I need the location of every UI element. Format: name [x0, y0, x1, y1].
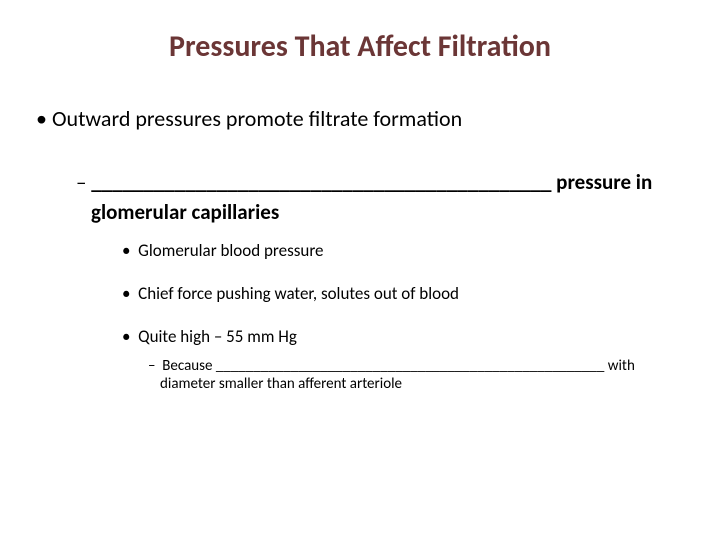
dash-icon: –: [148, 357, 162, 375]
bullet3c-text: Quite high – 55 mm Hg: [138, 326, 297, 347]
bullet3b-text: Chief force pushing water, solutes out o…: [138, 283, 459, 304]
bullet-level2: – ______________________________________…: [76, 167, 690, 228]
dash-icon: –: [76, 169, 91, 195]
slide-container: Pressures That Affect Filtration • Outwa…: [0, 0, 720, 540]
bullet-dot: •: [122, 283, 138, 304]
bullet-dot: •: [36, 105, 52, 132]
bullet4-text: Because ________________________________…: [160, 357, 635, 393]
slide-title: Pressures That Affect Filtration: [30, 28, 690, 65]
bullet2-blank: ________________________________________…: [91, 169, 551, 195]
bullet-level3-b: • Chief force pushing water, solutes out…: [122, 283, 690, 304]
bullet-dot: •: [122, 326, 138, 347]
bullet3a-text: Glomerular blood pressure: [138, 240, 323, 261]
bullet-level3-a: • Glomerular blood pressure: [122, 240, 690, 261]
bullet-level3-c: • Quite high – 55 mm Hg: [122, 326, 690, 347]
bullet1-text: Outward pressures promote filtrate forma…: [52, 105, 462, 132]
bullet-level1: • Outward pressures promote filtrate for…: [36, 105, 690, 132]
bullet-dot: •: [122, 240, 138, 261]
bullet-level4: – Because ______________________________…: [148, 357, 690, 393]
